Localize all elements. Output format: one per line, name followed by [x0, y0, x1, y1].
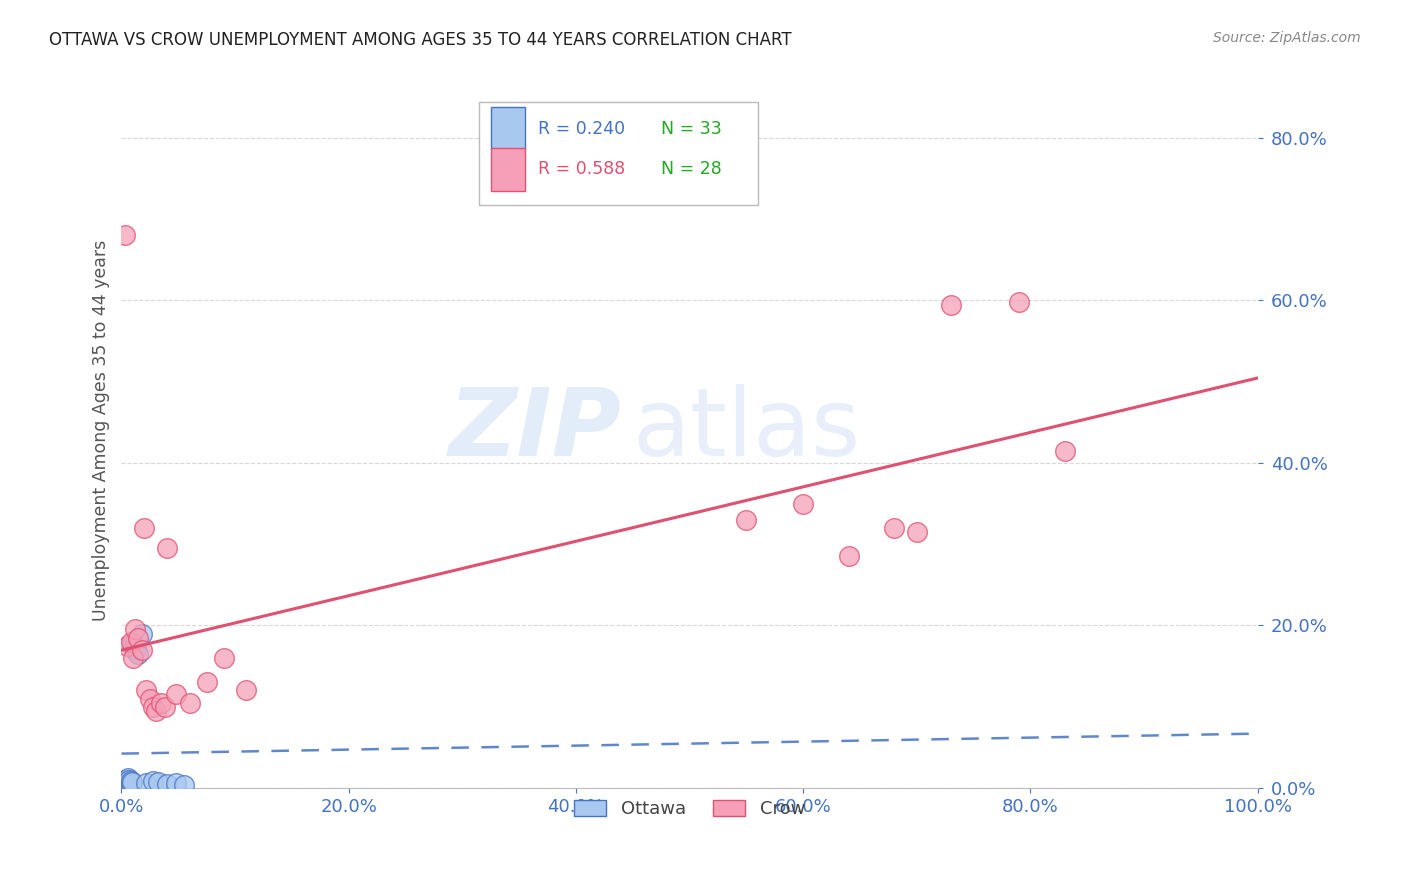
- Text: N = 28: N = 28: [661, 161, 721, 178]
- Point: [235, 683, 257, 698]
- Text: R = 0.240: R = 0.240: [538, 120, 626, 137]
- Point: [121, 636, 143, 650]
- Point: [111, 777, 134, 791]
- Text: Source: ZipAtlas.com: Source: ZipAtlas.com: [1213, 31, 1361, 45]
- Point: [112, 774, 135, 789]
- Point: [153, 699, 176, 714]
- Point: [115, 639, 138, 653]
- Point: [135, 683, 157, 698]
- Point: [142, 773, 165, 788]
- Point: [131, 626, 153, 640]
- Point: [135, 776, 157, 790]
- FancyBboxPatch shape: [479, 102, 758, 205]
- Text: R = 0.588: R = 0.588: [538, 161, 626, 178]
- Point: [212, 651, 235, 665]
- Point: [118, 772, 141, 787]
- Point: [156, 777, 179, 791]
- Point: [115, 773, 138, 788]
- Text: N = 33: N = 33: [661, 120, 721, 137]
- Point: [125, 641, 148, 656]
- Point: [145, 704, 167, 718]
- Point: [122, 640, 145, 654]
- Point: [120, 634, 142, 648]
- Point: [124, 642, 146, 657]
- Point: [939, 297, 962, 311]
- Point: [156, 541, 179, 556]
- Point: [114, 778, 136, 792]
- Point: [139, 691, 162, 706]
- Point: [173, 778, 195, 792]
- Point: [883, 521, 905, 535]
- Point: [792, 497, 814, 511]
- Point: [127, 631, 149, 645]
- Point: [121, 775, 143, 789]
- Point: [115, 772, 138, 787]
- Point: [115, 775, 138, 789]
- Point: [735, 513, 758, 527]
- Y-axis label: Unemployment Among Ages 35 to 44 years: Unemployment Among Ages 35 to 44 years: [93, 240, 110, 621]
- Legend: Ottawa, Crow: Ottawa, Crow: [567, 793, 813, 825]
- Point: [117, 778, 139, 792]
- Point: [115, 777, 138, 791]
- Point: [124, 623, 146, 637]
- Text: OTTAWA VS CROW UNEMPLOYMENT AMONG AGES 35 TO 44 YEARS CORRELATION CHART: OTTAWA VS CROW UNEMPLOYMENT AMONG AGES 3…: [49, 31, 792, 49]
- Point: [165, 776, 187, 790]
- Bar: [491, 148, 524, 191]
- Point: [115, 775, 138, 789]
- Point: [134, 521, 156, 535]
- Text: ZIP: ZIP: [449, 384, 621, 476]
- Point: [195, 675, 218, 690]
- Bar: [491, 107, 524, 150]
- Text: atlas: atlas: [633, 384, 860, 476]
- Point: [115, 778, 138, 792]
- Point: [120, 774, 142, 789]
- Point: [127, 647, 149, 661]
- Point: [112, 777, 135, 791]
- Point: [118, 776, 141, 790]
- Point: [114, 228, 136, 243]
- Point: [179, 696, 201, 710]
- Point: [838, 549, 860, 564]
- Point: [1008, 295, 1031, 310]
- Point: [121, 639, 143, 653]
- Point: [1053, 443, 1076, 458]
- Point: [131, 642, 153, 657]
- Point: [114, 776, 136, 790]
- Point: [165, 688, 187, 702]
- Point: [114, 772, 136, 787]
- Point: [146, 775, 169, 789]
- Point: [905, 524, 928, 539]
- Point: [120, 777, 142, 791]
- Point: [121, 651, 143, 665]
- Point: [117, 774, 139, 789]
- Point: [117, 771, 139, 785]
- Point: [150, 696, 173, 710]
- Point: [142, 699, 165, 714]
